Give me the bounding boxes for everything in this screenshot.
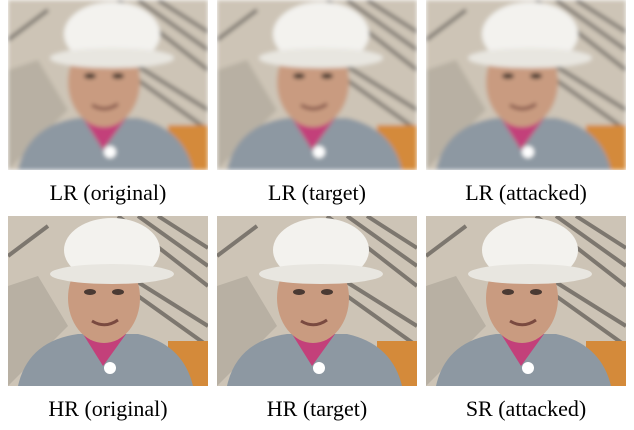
image (426, 216, 626, 386)
caption: HR (original) (8, 396, 208, 422)
caption: LR (target) (217, 180, 417, 206)
caption: LR (original) (8, 180, 208, 206)
figure: LR (original) LR (target) LR (attacked) … (0, 0, 634, 430)
caption: SR (attacked) (426, 396, 626, 422)
caption: LR (attacked) (426, 180, 626, 206)
image (8, 216, 208, 386)
panel: LR (original) (8, 0, 208, 206)
panel: SR (attacked) (426, 216, 626, 422)
panel: LR (target) (217, 0, 417, 206)
panel: HR (target) (217, 216, 417, 422)
image (426, 0, 626, 170)
image (8, 0, 208, 170)
panel: HR (original) (8, 216, 208, 422)
image (217, 0, 417, 170)
image (217, 216, 417, 386)
caption: HR (target) (217, 396, 417, 422)
panel: LR (attacked) (426, 0, 626, 206)
